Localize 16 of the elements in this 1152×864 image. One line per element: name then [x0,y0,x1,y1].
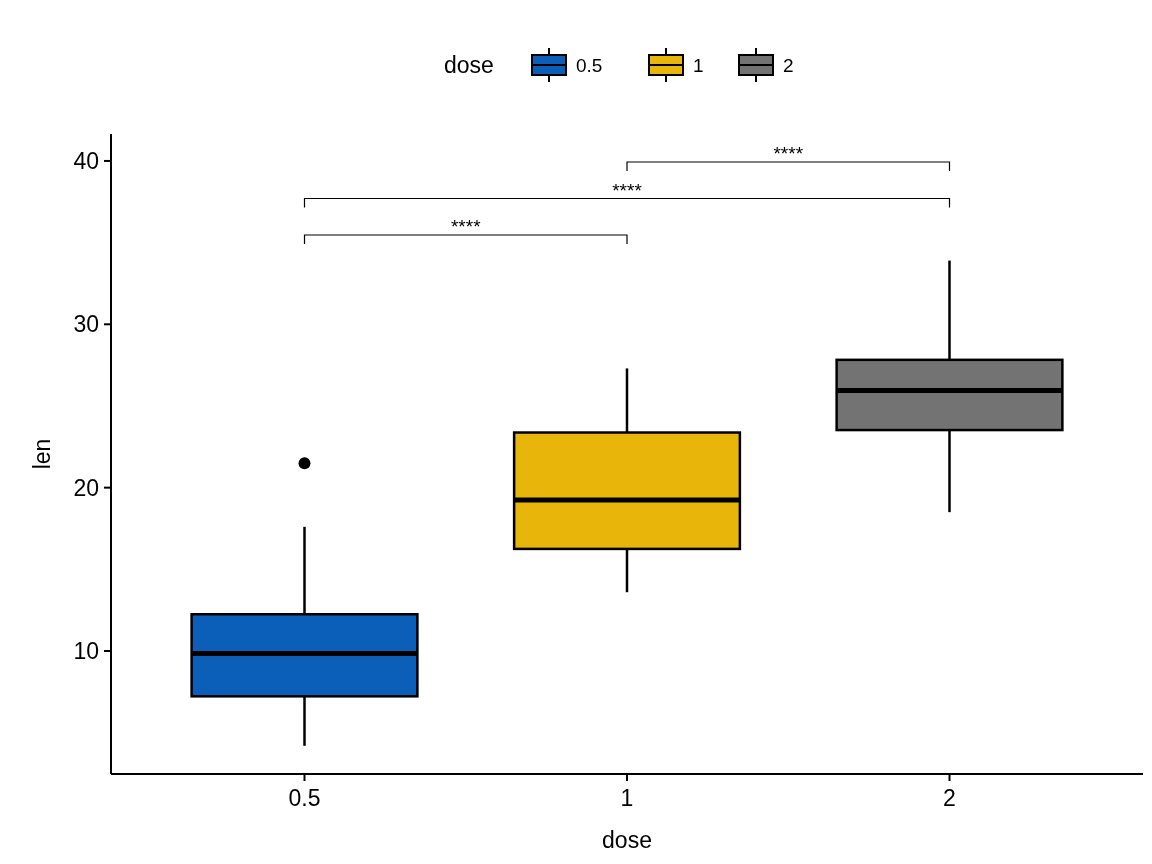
y-axis-title: len [29,438,55,470]
legend-label: 0.5 [576,54,603,76]
y-tick-label: 30 [73,311,99,338]
x-tick-label: 2 [943,785,956,811]
x-tick-label: 1 [620,785,634,811]
annotation: **** [612,179,643,201]
annotation: **** [450,216,482,237]
legend-label: 1 [693,54,704,76]
y-tick-label: 10 [73,638,99,665]
annotation: **** [773,143,804,164]
x-tick-label: 0.5 [288,785,321,811]
y-tick-label: 20 [73,474,99,501]
y-tick-label: 40 [73,148,99,174]
legend-title: dose [444,52,494,79]
x-axis-title: dose [602,827,652,853]
legend-label: 2 [783,54,794,76]
